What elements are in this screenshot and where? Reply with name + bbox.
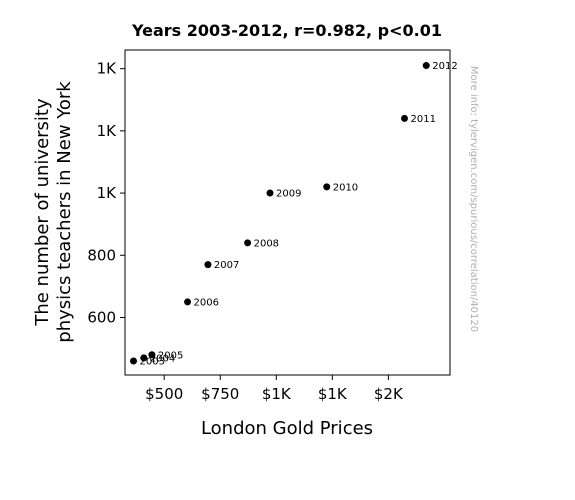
y-tick-label-0: 600 <box>87 308 116 326</box>
data-points <box>130 62 430 365</box>
data-point-label-2012: 2012 <box>432 61 457 72</box>
x-tick-label-2: $1K <box>262 385 292 403</box>
x-tick-label-1: $750 <box>201 385 239 403</box>
y-tick-label-2: 1K <box>97 184 118 202</box>
axis-ticks: $500 $750 $1K $1K $2K 600 800 1K 1K 1K <box>87 60 404 403</box>
data-point-2003 <box>130 357 138 365</box>
data-point-label-2008: 2008 <box>254 238 279 249</box>
y-axis-label-line-2: physics teachers in New York <box>54 81 75 343</box>
x-tick-label-0: $500 <box>145 385 183 403</box>
data-point-2005 <box>148 351 156 359</box>
y-tick-label-4: 1K <box>97 60 118 78</box>
data-point-label-2007: 2007 <box>214 260 239 271</box>
y-axis-label: The number of university physics teacher… <box>32 81 75 343</box>
data-point-2011 <box>401 114 408 122</box>
data-point-2008 <box>244 239 252 247</box>
plot-frame <box>124 49 451 376</box>
data-point-2006 <box>184 298 192 306</box>
data-point-2010 <box>323 183 331 191</box>
chart-title: Years 2003-2012, r=0.982, p<0.01 <box>131 21 442 40</box>
data-point-label-2003: 2003 <box>140 357 165 368</box>
data-point-label-2011: 2011 <box>411 114 436 125</box>
data-point-label-2010: 2010 <box>333 182 358 193</box>
data-point-label-2005: 2005 <box>158 350 183 361</box>
x-axis-label: London Gold Prices <box>201 418 373 439</box>
data-point-2009 <box>266 189 274 197</box>
data-point-label-2006: 2006 <box>194 297 219 308</box>
y-tick-label-1: 800 <box>87 246 116 264</box>
y-tick-label-3: 1K <box>97 122 118 140</box>
data-point-2004 <box>140 354 148 362</box>
data-point-label-2009: 2009 <box>276 189 301 200</box>
data-point-label-2004: 2004 <box>150 353 175 364</box>
x-tick-label-4: $2K <box>374 385 404 403</box>
data-point-2012 <box>422 62 430 70</box>
x-tick-label-3: $1K <box>318 385 348 403</box>
data-point-2007 <box>204 261 212 269</box>
watermark-text: More info: tylervigen.com/spurious/corre… <box>468 66 479 332</box>
y-axis-label-line-1: The number of university <box>32 98 53 327</box>
